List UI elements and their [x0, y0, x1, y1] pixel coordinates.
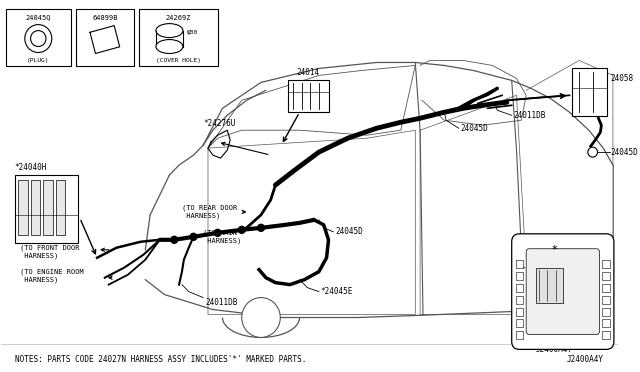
Text: 24014: 24014	[297, 68, 320, 77]
Circle shape	[171, 236, 178, 243]
Text: 64899B: 64899B	[92, 15, 118, 20]
Bar	[602, 331, 610, 339]
Bar	[18, 180, 28, 235]
Text: J2400A4Y: J2400A4Y	[566, 355, 604, 364]
Bar	[516, 272, 524, 280]
Text: (TO FRONT DOOR: (TO FRONT DOOR	[20, 244, 79, 251]
Ellipse shape	[156, 39, 183, 54]
Circle shape	[258, 224, 264, 231]
Bar	[15, 175, 78, 243]
Text: (TO MAIN: (TO MAIN	[203, 230, 237, 236]
Bar	[139, 9, 218, 67]
Bar	[602, 283, 610, 292]
Bar	[516, 320, 524, 327]
Text: (COVER HOLE): (COVER HOLE)	[156, 58, 200, 64]
Bar	[602, 296, 610, 304]
Bar	[516, 331, 524, 339]
Text: φ30: φ30	[187, 30, 198, 35]
Bar	[602, 308, 610, 315]
Text: *24040H: *24040H	[14, 163, 47, 172]
Ellipse shape	[156, 23, 183, 38]
Text: 24045D: 24045D	[610, 148, 638, 157]
Bar	[516, 296, 524, 304]
Bar	[602, 260, 610, 268]
Text: HARNESS): HARNESS)	[182, 213, 220, 219]
FancyBboxPatch shape	[512, 234, 614, 349]
Text: 24045D: 24045D	[461, 124, 488, 133]
Bar	[516, 308, 524, 315]
Text: HARNESS): HARNESS)	[20, 253, 58, 259]
Text: (PLUG): (PLUG)	[27, 58, 49, 64]
Text: 24045Q: 24045Q	[26, 15, 51, 20]
Circle shape	[242, 298, 280, 337]
Text: *24045E: *24045E	[321, 287, 353, 296]
Bar	[602, 320, 610, 327]
Bar	[31, 180, 40, 235]
Bar	[288, 80, 328, 112]
Bar	[516, 283, 524, 292]
Text: 24011DB: 24011DB	[205, 298, 237, 307]
Circle shape	[531, 292, 570, 331]
Text: 24045D: 24045D	[335, 227, 363, 236]
Bar	[572, 68, 607, 116]
Text: J2400A4Y: J2400A4Y	[536, 345, 573, 355]
Text: (TO REAR DOOR: (TO REAR DOOR	[182, 205, 237, 211]
Bar	[56, 180, 65, 235]
Circle shape	[588, 147, 598, 157]
Text: (TO ENGINE ROOM: (TO ENGINE ROOM	[20, 269, 84, 275]
Text: HARNESS): HARNESS)	[203, 238, 241, 244]
Circle shape	[190, 233, 197, 240]
Text: 24058: 24058	[610, 74, 633, 83]
Bar	[76, 9, 134, 67]
Bar	[536, 268, 563, 302]
Circle shape	[25, 25, 52, 52]
Bar	[43, 180, 52, 235]
Text: *24276U: *24276U	[203, 119, 236, 128]
Circle shape	[214, 229, 221, 236]
Circle shape	[238, 226, 245, 233]
Bar	[516, 260, 524, 268]
Text: NOTES: PARTS CODE 24027N HARNESS ASSY INCLUDES'*' MARKED PARTS.: NOTES: PARTS CODE 24027N HARNESS ASSY IN…	[15, 355, 307, 364]
Text: *: *	[551, 245, 557, 255]
Bar	[6, 9, 71, 67]
Text: HARNESS): HARNESS)	[20, 276, 58, 283]
FancyBboxPatch shape	[526, 249, 600, 334]
Circle shape	[31, 31, 46, 46]
Text: 24011DB: 24011DB	[514, 111, 546, 120]
Bar	[602, 272, 610, 280]
Text: 24269Z: 24269Z	[165, 15, 191, 20]
